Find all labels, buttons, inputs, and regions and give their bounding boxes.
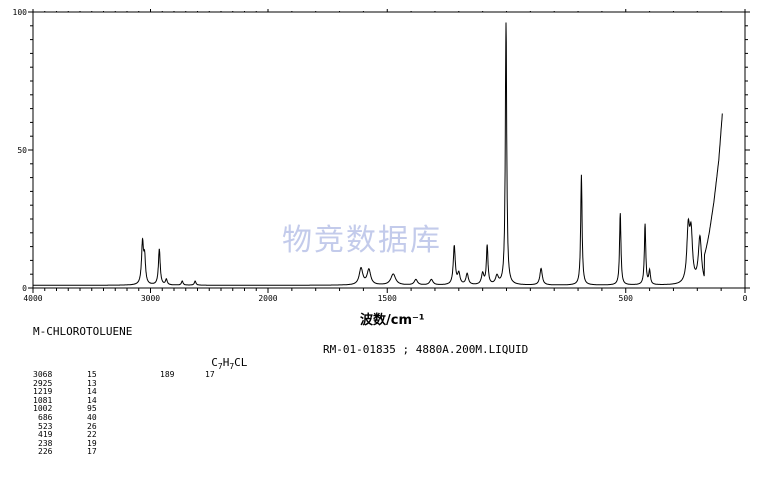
peak-row: 1081 14 [33, 395, 283, 406]
x-tick-label: 1500 [378, 294, 397, 303]
y-tick-label: 50 [17, 146, 27, 155]
peak-intensity: 40 [87, 412, 97, 422]
peak-row: 238 19 [33, 438, 283, 449]
peak-row: 2925 13 [33, 378, 283, 389]
peak-row: 686 40 [33, 412, 283, 423]
peak-wavenumber: 2925 [33, 378, 53, 388]
extra-peak-intensity: 17 [205, 370, 215, 379]
peak-wavenumber: 686 [38, 412, 53, 422]
peak-intensity: 13 [87, 378, 97, 388]
spectrum-line-0 [33, 22, 723, 286]
peak-wavenumber: 1219 [33, 387, 53, 397]
peak-wavenumber: 3068 [33, 370, 53, 379]
ir-spectrum-chart: 4000 3000 2000 1500 500 0 0 50 100 物竞数据库 波数/cm⁻¹ [13, 8, 750, 328]
x-tick-label: 500 [619, 294, 634, 303]
record-id: RM-01-01835 ; 4880A.200M.LIQUID [323, 343, 529, 356]
x-tick-label: 4000 [23, 294, 42, 303]
peak-row: 3068 15 189 17 [33, 370, 283, 380]
compound-name: M-CHLOROTOLUENE [33, 325, 133, 338]
peak-wavenumber: 238 [38, 438, 53, 448]
peak-row: 523 26 [33, 421, 283, 432]
peak-row: 1002 95 [33, 405, 283, 414]
x-axis-label: 波数/cm⁻¹ [360, 312, 425, 328]
extra-peak-wavenumber: 189 [160, 370, 175, 379]
peak-wavenumber: 1081 [33, 395, 53, 405]
peak-intensity: 15 [87, 370, 97, 379]
peak-intensity: 14 [87, 395, 97, 405]
watermark: 物竞数据库 [282, 223, 442, 258]
peak-intensity: 17 [87, 447, 97, 457]
y-tick-label: 100 [13, 8, 28, 17]
peak-row: 226 17 [33, 448, 283, 457]
peak-wavenumber: 419 [38, 430, 53, 440]
peak-wavenumber: 523 [38, 421, 53, 431]
peak-row: 419 22 [33, 431, 283, 440]
peak-table: 3068 15 189 17 2925 13 1219 14 1081 14 1002 95 … [33, 370, 283, 457]
x-tick-label: 0 [743, 294, 748, 303]
formula-sub-h: 7 [229, 362, 235, 372]
formula-element-c: C [211, 356, 218, 369]
molecular-formula: C7H7CL [198, 343, 247, 371]
peak-wavenumber: 1002 [33, 404, 53, 414]
x-tick-label: 3000 [141, 294, 160, 303]
y-tick-label: 0 [22, 284, 27, 293]
peak-intensity: 95 [87, 404, 97, 414]
formula-sub-c: 7 [217, 362, 223, 372]
peak-intensity: 26 [87, 421, 97, 431]
formula-element-cl: CL [234, 356, 248, 369]
x-tick-label: 2000 [258, 294, 277, 303]
peak-intensity: 22 [87, 430, 97, 440]
peak-wavenumber: 226 [38, 447, 53, 457]
peak-row: 1219 14 [33, 388, 283, 397]
peak-intensity: 19 [87, 438, 97, 448]
peak-intensity: 14 [87, 387, 97, 397]
formula-element-h: H [222, 356, 230, 369]
